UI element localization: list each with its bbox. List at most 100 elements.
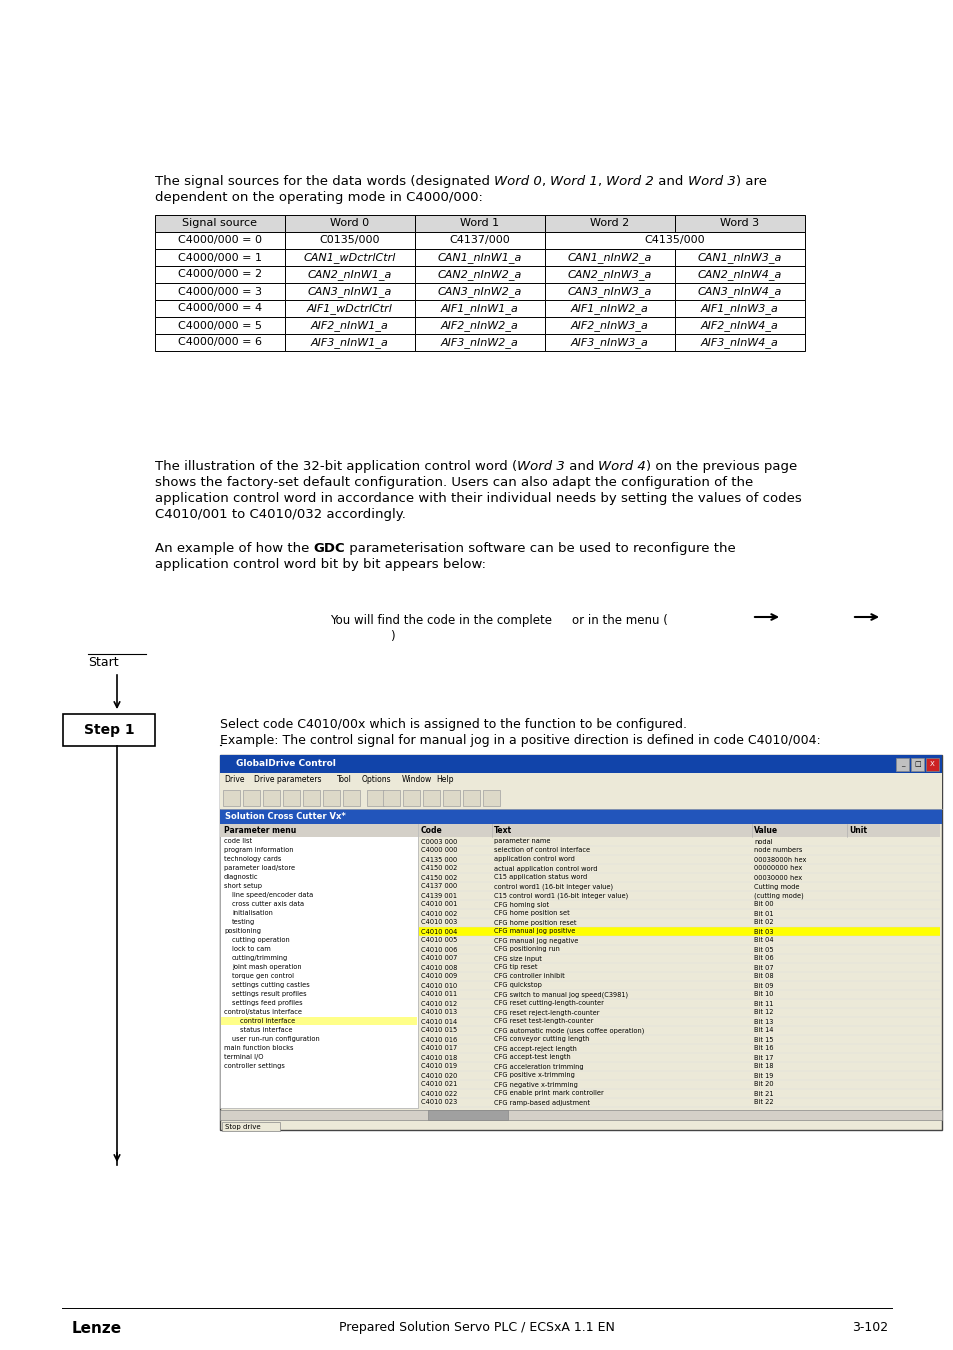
Bar — [675, 333, 804, 351]
Text: settings result profiles: settings result profiles — [232, 991, 306, 998]
Text: CFG enable print mark controller: CFG enable print mark controller — [494, 1091, 603, 1096]
Text: 3-102: 3-102 — [851, 1322, 887, 1334]
Bar — [415, 248, 544, 266]
Text: Word 1: Word 1 — [460, 219, 499, 228]
Text: ) are: ) are — [735, 176, 766, 188]
Text: ,: , — [598, 176, 606, 188]
Text: C0003 000: C0003 000 — [420, 838, 456, 845]
Bar — [285, 248, 415, 266]
Text: Prepared Solution Servo PLC / ECSxA 1.1 EN: Prepared Solution Servo PLC / ECSxA 1.1 … — [338, 1322, 615, 1334]
Text: CAN1_wDctrlCtrl: CAN1_wDctrlCtrl — [303, 252, 395, 263]
Text: Drive parameters: Drive parameters — [253, 775, 321, 784]
Bar — [544, 300, 675, 317]
Bar — [675, 266, 804, 283]
Bar — [544, 266, 675, 283]
Bar — [675, 300, 804, 317]
Text: Bit 06: Bit 06 — [753, 956, 773, 961]
Bar — [221, 1017, 416, 1025]
Text: program information: program information — [224, 846, 294, 853]
Text: Select code C4010/00x which is assigned to the function to be configured.: Select code C4010/00x which is assigned … — [220, 718, 686, 730]
Bar — [303, 790, 319, 806]
Text: Example: The control signal for manual jog in a positive direction is defined in: Example: The control signal for manual j… — [220, 734, 820, 747]
Bar — [544, 215, 675, 232]
Bar — [462, 790, 479, 806]
Text: CAN2_nInW3_a: CAN2_nInW3_a — [567, 269, 652, 279]
Text: CAN2_nInW4_a: CAN2_nInW4_a — [697, 269, 781, 279]
Text: shows the factory-set default configuration. Users can also adapt the configurat: shows the factory-set default configurat… — [154, 477, 753, 489]
Text: CFG negative x-trimming: CFG negative x-trimming — [494, 1081, 578, 1088]
Text: 00038000h hex: 00038000h hex — [753, 856, 805, 863]
Text: Bit 19: Bit 19 — [753, 1072, 773, 1079]
Bar — [285, 232, 415, 248]
Bar — [343, 790, 359, 806]
Text: C4010 013: C4010 013 — [420, 1010, 456, 1015]
Text: C4000/000 = 1: C4000/000 = 1 — [178, 252, 262, 262]
Text: AIF2_nInW3_a: AIF2_nInW3_a — [571, 320, 648, 331]
Text: Lenze: Lenze — [71, 1322, 122, 1336]
Text: C4150 002: C4150 002 — [420, 875, 456, 880]
Text: and: and — [564, 460, 598, 472]
Text: Bit 21: Bit 21 — [753, 1091, 773, 1096]
Text: AIF3_nInW1_a: AIF3_nInW1_a — [311, 338, 389, 348]
Text: line speed/encoder data: line speed/encoder data — [232, 892, 313, 898]
Bar — [285, 215, 415, 232]
Text: nodal: nodal — [753, 838, 772, 845]
Bar — [544, 333, 675, 351]
Text: C4010 009: C4010 009 — [420, 973, 456, 980]
Text: CAN1_nInW2_a: CAN1_nInW2_a — [567, 252, 652, 263]
Text: Drive: Drive — [224, 775, 244, 784]
Text: CFG reset cutting-length-counter: CFG reset cutting-length-counter — [494, 1000, 603, 1007]
Text: C4150 002: C4150 002 — [420, 865, 456, 872]
Text: An example of how the: An example of how the — [154, 541, 314, 555]
Text: CFG accept-reject length: CFG accept-reject length — [494, 1045, 577, 1052]
Text: Bit 01: Bit 01 — [753, 910, 773, 917]
Text: C4010 021: C4010 021 — [420, 1081, 456, 1088]
Text: parameterisation software can be used to reconfigure the: parameterisation software can be used to… — [345, 541, 735, 555]
Text: C4000/000 = 6: C4000/000 = 6 — [178, 338, 262, 347]
Text: CFG quickstop: CFG quickstop — [494, 983, 541, 988]
Text: AIF2_nInW4_a: AIF2_nInW4_a — [700, 320, 778, 331]
Text: C4010 008: C4010 008 — [420, 964, 456, 971]
Bar — [63, 714, 154, 747]
Text: code list: code list — [224, 838, 252, 844]
Text: CFG manual jog negative: CFG manual jog negative — [494, 937, 578, 944]
Text: Start: Start — [88, 656, 118, 670]
Text: C4010 022: C4010 022 — [420, 1091, 456, 1096]
Text: settings cutting castles: settings cutting castles — [232, 981, 310, 988]
Bar — [285, 284, 415, 300]
Text: C4139 001: C4139 001 — [420, 892, 456, 899]
Text: C15 application status word: C15 application status word — [494, 875, 587, 880]
Text: short setup: short setup — [224, 883, 262, 890]
Text: Word 3: Word 3 — [720, 219, 759, 228]
Bar — [220, 755, 941, 1130]
Text: AIF3_nInW4_a: AIF3_nInW4_a — [700, 338, 778, 348]
Text: application control word bit by bit appears below:: application control word bit by bit appe… — [154, 558, 485, 571]
Bar — [285, 266, 415, 283]
Bar — [418, 824, 939, 837]
Text: CAN2_nInW1_a: CAN2_nInW1_a — [308, 269, 392, 279]
Bar — [243, 790, 260, 806]
Text: CFG size input: CFG size input — [494, 956, 541, 961]
Text: (cutting mode): (cutting mode) — [753, 892, 803, 899]
Text: CFG manual jog positive: CFG manual jog positive — [494, 929, 575, 934]
Text: Bit 11: Bit 11 — [753, 1000, 773, 1007]
Text: AIF1_nInW2_a: AIF1_nInW2_a — [571, 302, 648, 315]
Text: 00000000 hex: 00000000 hex — [753, 865, 801, 872]
Bar — [382, 790, 399, 806]
Text: or in the menu (: or in the menu ( — [572, 614, 667, 626]
Text: Word 2: Word 2 — [606, 176, 654, 188]
Bar — [675, 248, 804, 266]
Bar — [367, 790, 384, 806]
Text: CFG positive x-trimming: CFG positive x-trimming — [494, 1072, 575, 1079]
Text: control interface: control interface — [240, 1018, 294, 1025]
Bar — [323, 790, 339, 806]
Text: Tool: Tool — [336, 775, 352, 784]
Bar — [415, 333, 544, 351]
Text: The signal sources for the data words (designated: The signal sources for the data words (d… — [154, 176, 494, 188]
Bar — [222, 1122, 280, 1131]
Bar — [154, 266, 285, 283]
Bar — [285, 300, 415, 317]
Text: initialisation: initialisation — [232, 910, 273, 917]
Bar — [415, 232, 544, 248]
Bar — [285, 317, 415, 333]
